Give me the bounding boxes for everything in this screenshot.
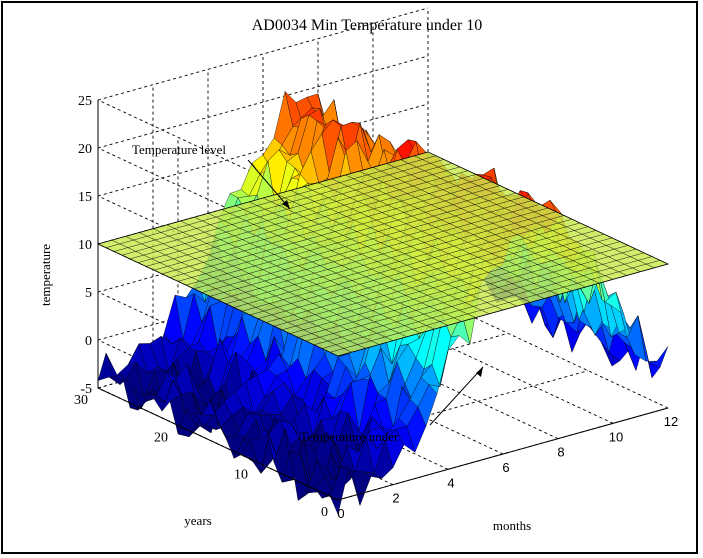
x-axis-line — [337, 407, 669, 501]
z-tick-label: 5 — [85, 286, 92, 301]
grid-line — [372, 310, 614, 424]
threshold-plane-line — [209, 204, 541, 297]
threshold-plane-line — [241, 218, 573, 312]
threshold-plane-line — [169, 185, 501, 278]
threshold-plane-line — [289, 241, 621, 334]
x-tick-label: 12 — [664, 414, 678, 429]
threshold-plane-line — [185, 192, 517, 286]
y-axis-line — [97, 387, 339, 501]
y-tick-label: 20 — [154, 430, 168, 445]
x-tick-label: 0 — [337, 506, 344, 521]
threshold-plane-line — [225, 211, 557, 304]
threshold-plane-line — [145, 174, 477, 267]
threshold-plane-line — [273, 233, 605, 327]
chart-title: AD0034 Min Temperature under 10 — [252, 17, 483, 34]
y-axis-label: years — [184, 513, 211, 528]
y-tick-label: 10 — [234, 468, 248, 483]
annotation-arrowhead-level — [282, 200, 290, 209]
threshold-plane-line — [97, 151, 429, 245]
annotation-temperature-under: Temperature under — [300, 429, 399, 444]
threshold-plane-line — [297, 245, 629, 338]
z-tick-label: 0 — [85, 334, 92, 349]
z-tick-label: 25 — [78, 94, 92, 109]
threshold-plane-line — [105, 155, 437, 248]
threshold-plane-line — [305, 248, 637, 342]
y-tick-label: 0 — [321, 505, 328, 520]
threshold-plane-line — [233, 215, 565, 308]
threshold-plane-line — [257, 226, 589, 319]
annotation-arrow-under — [429, 366, 484, 426]
threshold-plane-line — [129, 166, 461, 260]
z-tick-label: 10 — [78, 238, 92, 253]
threshold-plane-line — [113, 159, 445, 252]
threshold-plane — [96, 151, 670, 357]
threshold-plane-line — [281, 237, 613, 331]
threshold-plane-line — [137, 170, 469, 263]
surface-patch — [648, 346, 669, 368]
x-tick-label: 4 — [447, 475, 454, 490]
threshold-plane-line — [193, 196, 525, 290]
threshold-plane-line — [337, 263, 669, 357]
threshold-plane-line — [153, 177, 485, 271]
grid-line — [427, 295, 669, 409]
x-tick-label: 10 — [609, 429, 623, 444]
threshold-plane-line — [313, 252, 645, 346]
x-tick-label: 2 — [392, 491, 399, 506]
threshold-plane-line — [321, 256, 653, 349]
surface-patch — [351, 471, 372, 507]
x-axis-label: months — [493, 518, 531, 533]
threshold-plane-line — [249, 222, 581, 316]
chart-axes — [97, 100, 669, 501]
threshold-plane-line — [329, 260, 661, 353]
z-tick-label: 20 — [78, 142, 92, 157]
threshold-plane-line — [201, 200, 533, 293]
threshold-plane-line — [265, 230, 597, 323]
z-axis-label: temperature — [38, 244, 53, 306]
z-tick-label: 15 — [78, 190, 92, 205]
annotation-arrowhead-under — [476, 367, 483, 377]
annotation-arrow-level — [247, 159, 291, 210]
z-tick-label: -5 — [80, 382, 92, 397]
annotation-temperature-level: Temperature level — [132, 142, 226, 157]
x-tick-label: 6 — [502, 460, 509, 475]
threshold-plane-line — [121, 162, 453, 256]
threshold-plane-line — [161, 181, 493, 275]
tick-labels: 0 2 4 6 8 10 12 0 10 20 30-5 0 5 10 15 20 25 — [74, 94, 678, 521]
threshold-plane-line — [217, 207, 549, 301]
threshold-plane-line — [177, 189, 509, 282]
x-tick-label: 8 — [557, 445, 564, 460]
y-tick-label: 30 — [74, 393, 88, 408]
